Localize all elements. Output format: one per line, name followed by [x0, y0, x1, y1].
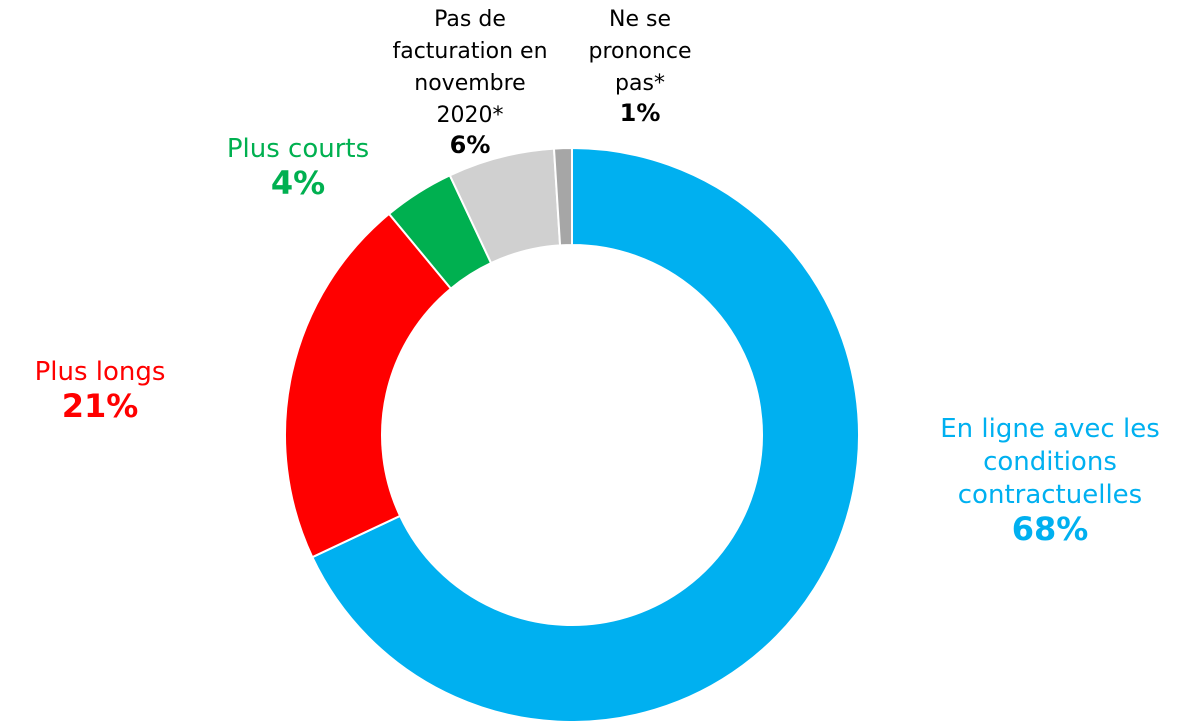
- value-label: 6%: [449, 130, 491, 159]
- segment-label: Ne se prononce pas* 1%: [575, 4, 705, 126]
- category-name: Plus longs: [34, 357, 166, 387]
- value-label: 21%: [61, 387, 139, 426]
- segment-label: Plus longs 21%: [0, 356, 200, 424]
- category-name: En ligne avec les conditions contractuel…: [940, 414, 1160, 511]
- value-label: 1%: [619, 98, 661, 127]
- category-name: Pas de facturation en novembre 2020*: [392, 7, 548, 128]
- segment-label: Plus courts 4%: [198, 133, 398, 201]
- donut-segment: [284, 212, 453, 559]
- donut-segment: [552, 146, 573, 247]
- segment-label: En ligne avec les conditions contractuel…: [905, 413, 1191, 547]
- category-name: Ne se prononce pas*: [588, 7, 692, 96]
- value-label: 4%: [270, 164, 326, 203]
- category-name: Plus courts: [226, 134, 370, 164]
- donut-segment: [310, 146, 860, 721]
- segment-label: Pas de facturation en novembre 2020* 6%: [380, 4, 560, 158]
- value-label: 68%: [1011, 510, 1089, 549]
